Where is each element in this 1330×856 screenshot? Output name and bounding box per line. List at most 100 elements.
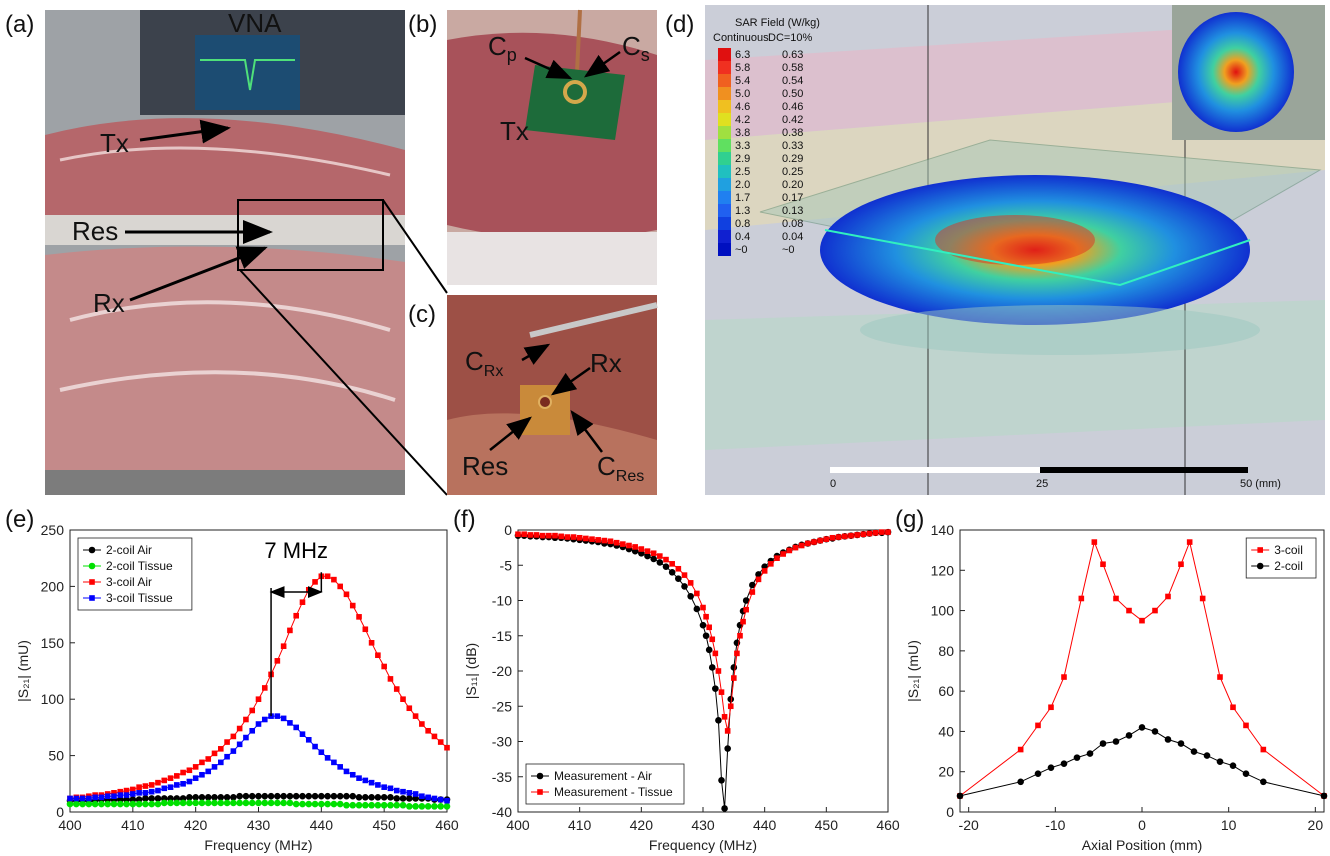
marker — [412, 713, 419, 719]
marker — [336, 792, 344, 800]
marker — [1125, 732, 1133, 739]
marker — [299, 800, 306, 808]
x-axis-label: Frequency (MHz) — [649, 837, 757, 853]
marker — [230, 748, 237, 754]
marker — [854, 532, 860, 538]
marker — [406, 803, 413, 810]
marker — [305, 737, 312, 743]
marker — [223, 799, 231, 807]
marker — [98, 794, 105, 801]
marker — [721, 805, 728, 812]
annotation-text: 7 MHz — [264, 538, 328, 563]
panel-label: (b) — [408, 11, 437, 38]
marker — [375, 652, 381, 659]
photo-label: Tx — [500, 116, 529, 146]
marker — [186, 799, 193, 807]
marker — [1126, 607, 1132, 614]
marker — [356, 614, 362, 620]
colorbar-label: 2.0 — [735, 179, 750, 191]
x-tick-label: 420 — [630, 817, 654, 833]
colorbar-swatch — [718, 48, 731, 61]
marker — [110, 800, 118, 808]
marker — [740, 618, 746, 625]
scale-label: 25 — [1036, 478, 1048, 490]
marker — [186, 778, 193, 785]
marker — [601, 537, 608, 544]
marker — [174, 773, 180, 779]
marker — [349, 801, 357, 809]
marker — [142, 783, 149, 789]
colorbar-swatch — [718, 165, 731, 178]
marker — [362, 794, 369, 801]
marker — [299, 599, 306, 605]
marker — [1139, 617, 1145, 624]
y-tick-label: 50 — [48, 748, 64, 764]
marker — [92, 794, 98, 801]
marker — [180, 769, 186, 776]
x-tick-label: 450 — [815, 817, 839, 833]
marker — [755, 576, 762, 583]
marker — [355, 794, 363, 801]
marker — [1061, 674, 1067, 680]
marker — [343, 801, 350, 809]
marker — [693, 605, 701, 613]
marker — [79, 795, 86, 802]
marker — [564, 534, 571, 540]
colorbar-label: 0.17 — [782, 192, 803, 204]
marker — [644, 548, 651, 554]
marker — [1100, 561, 1106, 568]
marker — [731, 675, 737, 681]
marker — [1047, 764, 1055, 771]
marker — [249, 727, 256, 734]
x-axis-label: Frequency (MHz) — [204, 837, 312, 853]
photo-label: CRx — [465, 346, 503, 380]
marker — [230, 794, 237, 801]
colorbar-label: 0.4 — [735, 231, 750, 243]
colorbar-label: 0.46 — [782, 101, 803, 113]
marker — [681, 572, 688, 578]
x-tick-label: 460 — [435, 817, 459, 833]
marker — [117, 788, 124, 795]
legend-label: Measurement - Tissue — [554, 785, 673, 799]
colorbar-label: ~0 — [735, 244, 748, 256]
x-tick-label: 450 — [372, 817, 396, 833]
marker — [368, 794, 375, 801]
marker — [956, 792, 964, 800]
marker — [261, 716, 268, 723]
colorbar-swatch — [718, 61, 731, 74]
colorbar-swatch — [718, 126, 731, 139]
marker — [205, 768, 212, 775]
y-tick-label: 100 — [931, 603, 955, 619]
colorbar-label: 0.50 — [782, 88, 803, 100]
marker — [437, 803, 445, 810]
marker — [515, 531, 521, 538]
marker — [387, 794, 394, 801]
simulation-d: SAR Field (W/kg) Continuous DC=10% 0 25 … — [665, 5, 1325, 495]
marker — [130, 791, 136, 797]
marker — [299, 731, 306, 737]
marker — [160, 795, 168, 802]
marker — [570, 534, 577, 540]
marker — [721, 714, 728, 720]
marker — [336, 800, 344, 808]
marker — [675, 575, 682, 582]
x-tick-label: 440 — [753, 817, 777, 833]
panel-label: (e) — [5, 506, 34, 533]
photo-a: VNA Tx Res Rx (a) — [5, 8, 448, 496]
marker — [706, 624, 712, 631]
marker — [412, 791, 419, 797]
marker — [1217, 674, 1223, 680]
marker — [842, 533, 848, 540]
y-tick-label: -15 — [492, 628, 512, 644]
marker — [130, 786, 136, 793]
marker — [387, 801, 394, 809]
marker — [173, 799, 181, 807]
colorbar-swatch — [718, 204, 731, 217]
marker — [67, 795, 73, 802]
marker — [204, 799, 212, 807]
marker — [786, 547, 793, 554]
marker — [148, 800, 155, 808]
marker — [349, 602, 356, 609]
y-tick-label: -35 — [492, 769, 512, 785]
photo-label: Cp — [488, 31, 517, 65]
